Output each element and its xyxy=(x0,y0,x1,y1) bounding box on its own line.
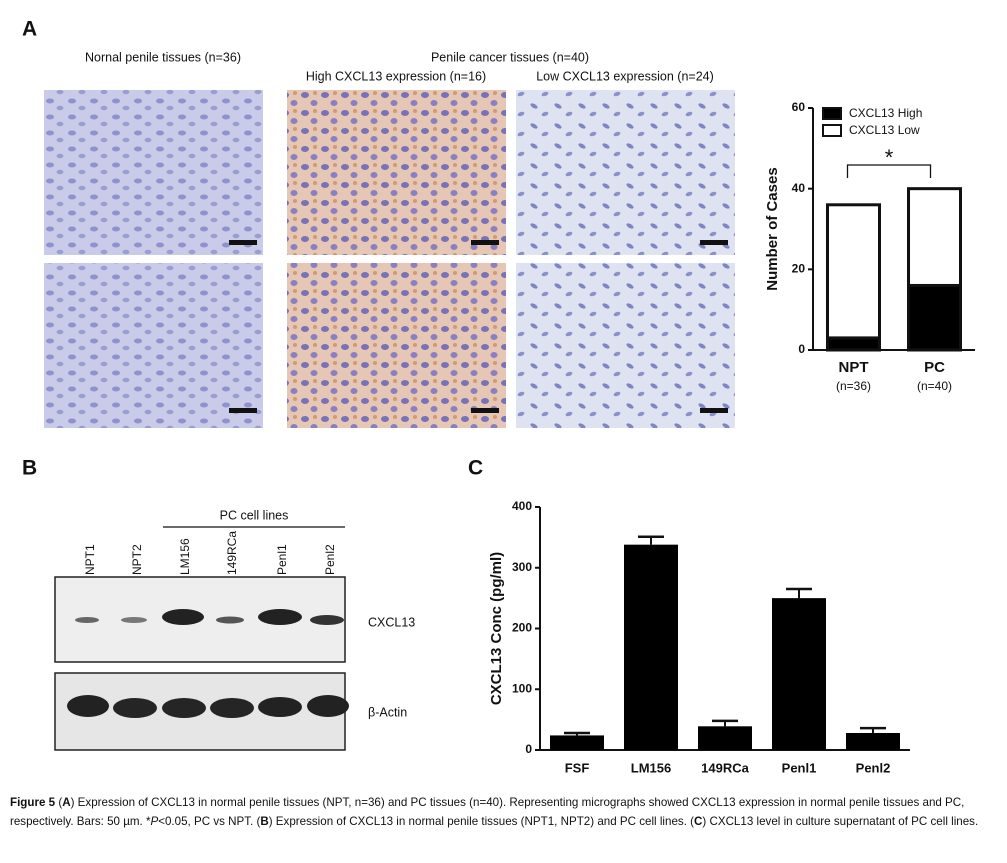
y-tick-label: 20 xyxy=(792,262,806,276)
caption-text: C xyxy=(694,815,703,828)
scale-bar xyxy=(700,240,728,245)
band xyxy=(162,698,206,718)
legend-label: CXCL13 Low xyxy=(849,123,920,137)
row-label: CXCL13 xyxy=(368,615,415,629)
scale-bar xyxy=(700,408,728,413)
y-tick-label: 40 xyxy=(792,181,806,195)
bar-segment xyxy=(907,187,962,287)
micrograph xyxy=(287,263,506,428)
bar xyxy=(772,598,826,750)
bar xyxy=(846,732,900,750)
significance-bracket xyxy=(846,164,932,178)
band xyxy=(210,698,254,718)
figure: A B C Nornal penile tissues (n=36) Penil… xyxy=(22,18,975,775)
column-title: Nornal penile tissues (n=36) xyxy=(85,50,241,64)
y-tick-label: 400 xyxy=(512,499,532,513)
scale-bar xyxy=(471,240,499,245)
x-tick-sublabel: (n=40) xyxy=(917,379,952,393)
band xyxy=(113,698,157,718)
scale-bar xyxy=(229,240,257,245)
band xyxy=(75,617,99,623)
legend-swatch xyxy=(822,124,842,137)
bar-segment xyxy=(826,203,881,340)
lane-label: NPT2 xyxy=(130,544,144,575)
caption-text: A xyxy=(62,796,71,809)
scale-bar xyxy=(471,408,499,413)
y-tick-label: 0 xyxy=(798,342,805,356)
micrograph xyxy=(44,90,263,255)
x-tick-label: 149RCa xyxy=(701,760,749,775)
micrograph xyxy=(44,263,263,428)
caption-text: <0.05, PC vs NPT. ( xyxy=(158,815,261,828)
lane-label: LM156 xyxy=(178,538,192,575)
column-title: Low CXCL13 expression (n=24) xyxy=(536,69,714,83)
x-tick-label: LM156 xyxy=(631,760,671,775)
panel-label: B xyxy=(22,457,37,480)
band xyxy=(307,695,349,717)
micrograph xyxy=(287,90,506,255)
band xyxy=(258,697,302,717)
band xyxy=(67,695,109,717)
legend-swatch xyxy=(822,107,842,120)
row-label: β-Actin xyxy=(368,705,407,719)
caption-text: ) CXCL13 level in culture supernatant of… xyxy=(702,815,979,828)
micrographs xyxy=(44,90,735,428)
micrograph xyxy=(516,263,735,428)
band xyxy=(310,615,344,625)
y-tick-label: 100 xyxy=(512,681,532,695)
column-title: High CXCL13 expression (n=16) xyxy=(306,69,486,83)
caption-text: Figure 5 xyxy=(10,796,56,809)
bar xyxy=(550,735,604,750)
caption-text: ) Expression of CXCL13 in normal penile … xyxy=(10,796,965,828)
western-blot: PC cell lines CXCL13 β-Actin xyxy=(54,508,415,751)
lane-label: Penl1 xyxy=(275,544,289,575)
y-axis-label: Number of Cases xyxy=(764,167,781,290)
panel-label: C xyxy=(468,457,483,480)
x-tick-sublabel: (n=36) xyxy=(836,379,871,393)
lane-label: Penl2 xyxy=(323,544,337,575)
scale-bar xyxy=(229,408,257,413)
caption-text: ( xyxy=(55,796,63,809)
micrograph xyxy=(516,90,735,255)
y-tick-label: 60 xyxy=(792,100,806,114)
blot-header: PC cell lines xyxy=(220,508,289,522)
band xyxy=(216,616,244,624)
y-axis-label: CXCL13 Conc (pg/ml) xyxy=(488,552,505,705)
panel-label: A xyxy=(22,18,37,41)
x-tick-label: PC xyxy=(924,359,945,376)
caption-text: B xyxy=(260,815,269,828)
x-tick-label: Penl2 xyxy=(856,760,891,775)
lane-label: 149RCa xyxy=(225,531,239,575)
x-tick-label: NPT xyxy=(839,359,869,376)
caption-text: ) Expression of CXCL13 in normal penile … xyxy=(268,815,694,828)
band xyxy=(162,609,204,625)
bar xyxy=(698,726,752,750)
column-title: Penile cancer tissues (n=40) xyxy=(431,50,589,64)
x-tick-label: Penl1 xyxy=(782,760,817,775)
bar-segment xyxy=(826,336,881,352)
y-tick-label: 200 xyxy=(512,621,532,635)
caption: Figure 5 (A ) Expression of CXCL13 in nor… xyxy=(10,793,995,831)
y-tick-label: 0 xyxy=(525,742,532,756)
band xyxy=(121,617,147,623)
significance-mark: * xyxy=(885,145,894,170)
caption-text: P xyxy=(150,815,159,828)
legend-label: CXCL13 High xyxy=(849,106,922,120)
lane-label: NPT1 xyxy=(83,544,97,575)
bar xyxy=(624,544,678,750)
bar-segment xyxy=(907,283,962,352)
y-tick-label: 300 xyxy=(512,560,532,574)
x-tick-label: FSF xyxy=(565,760,590,775)
band xyxy=(258,609,302,625)
